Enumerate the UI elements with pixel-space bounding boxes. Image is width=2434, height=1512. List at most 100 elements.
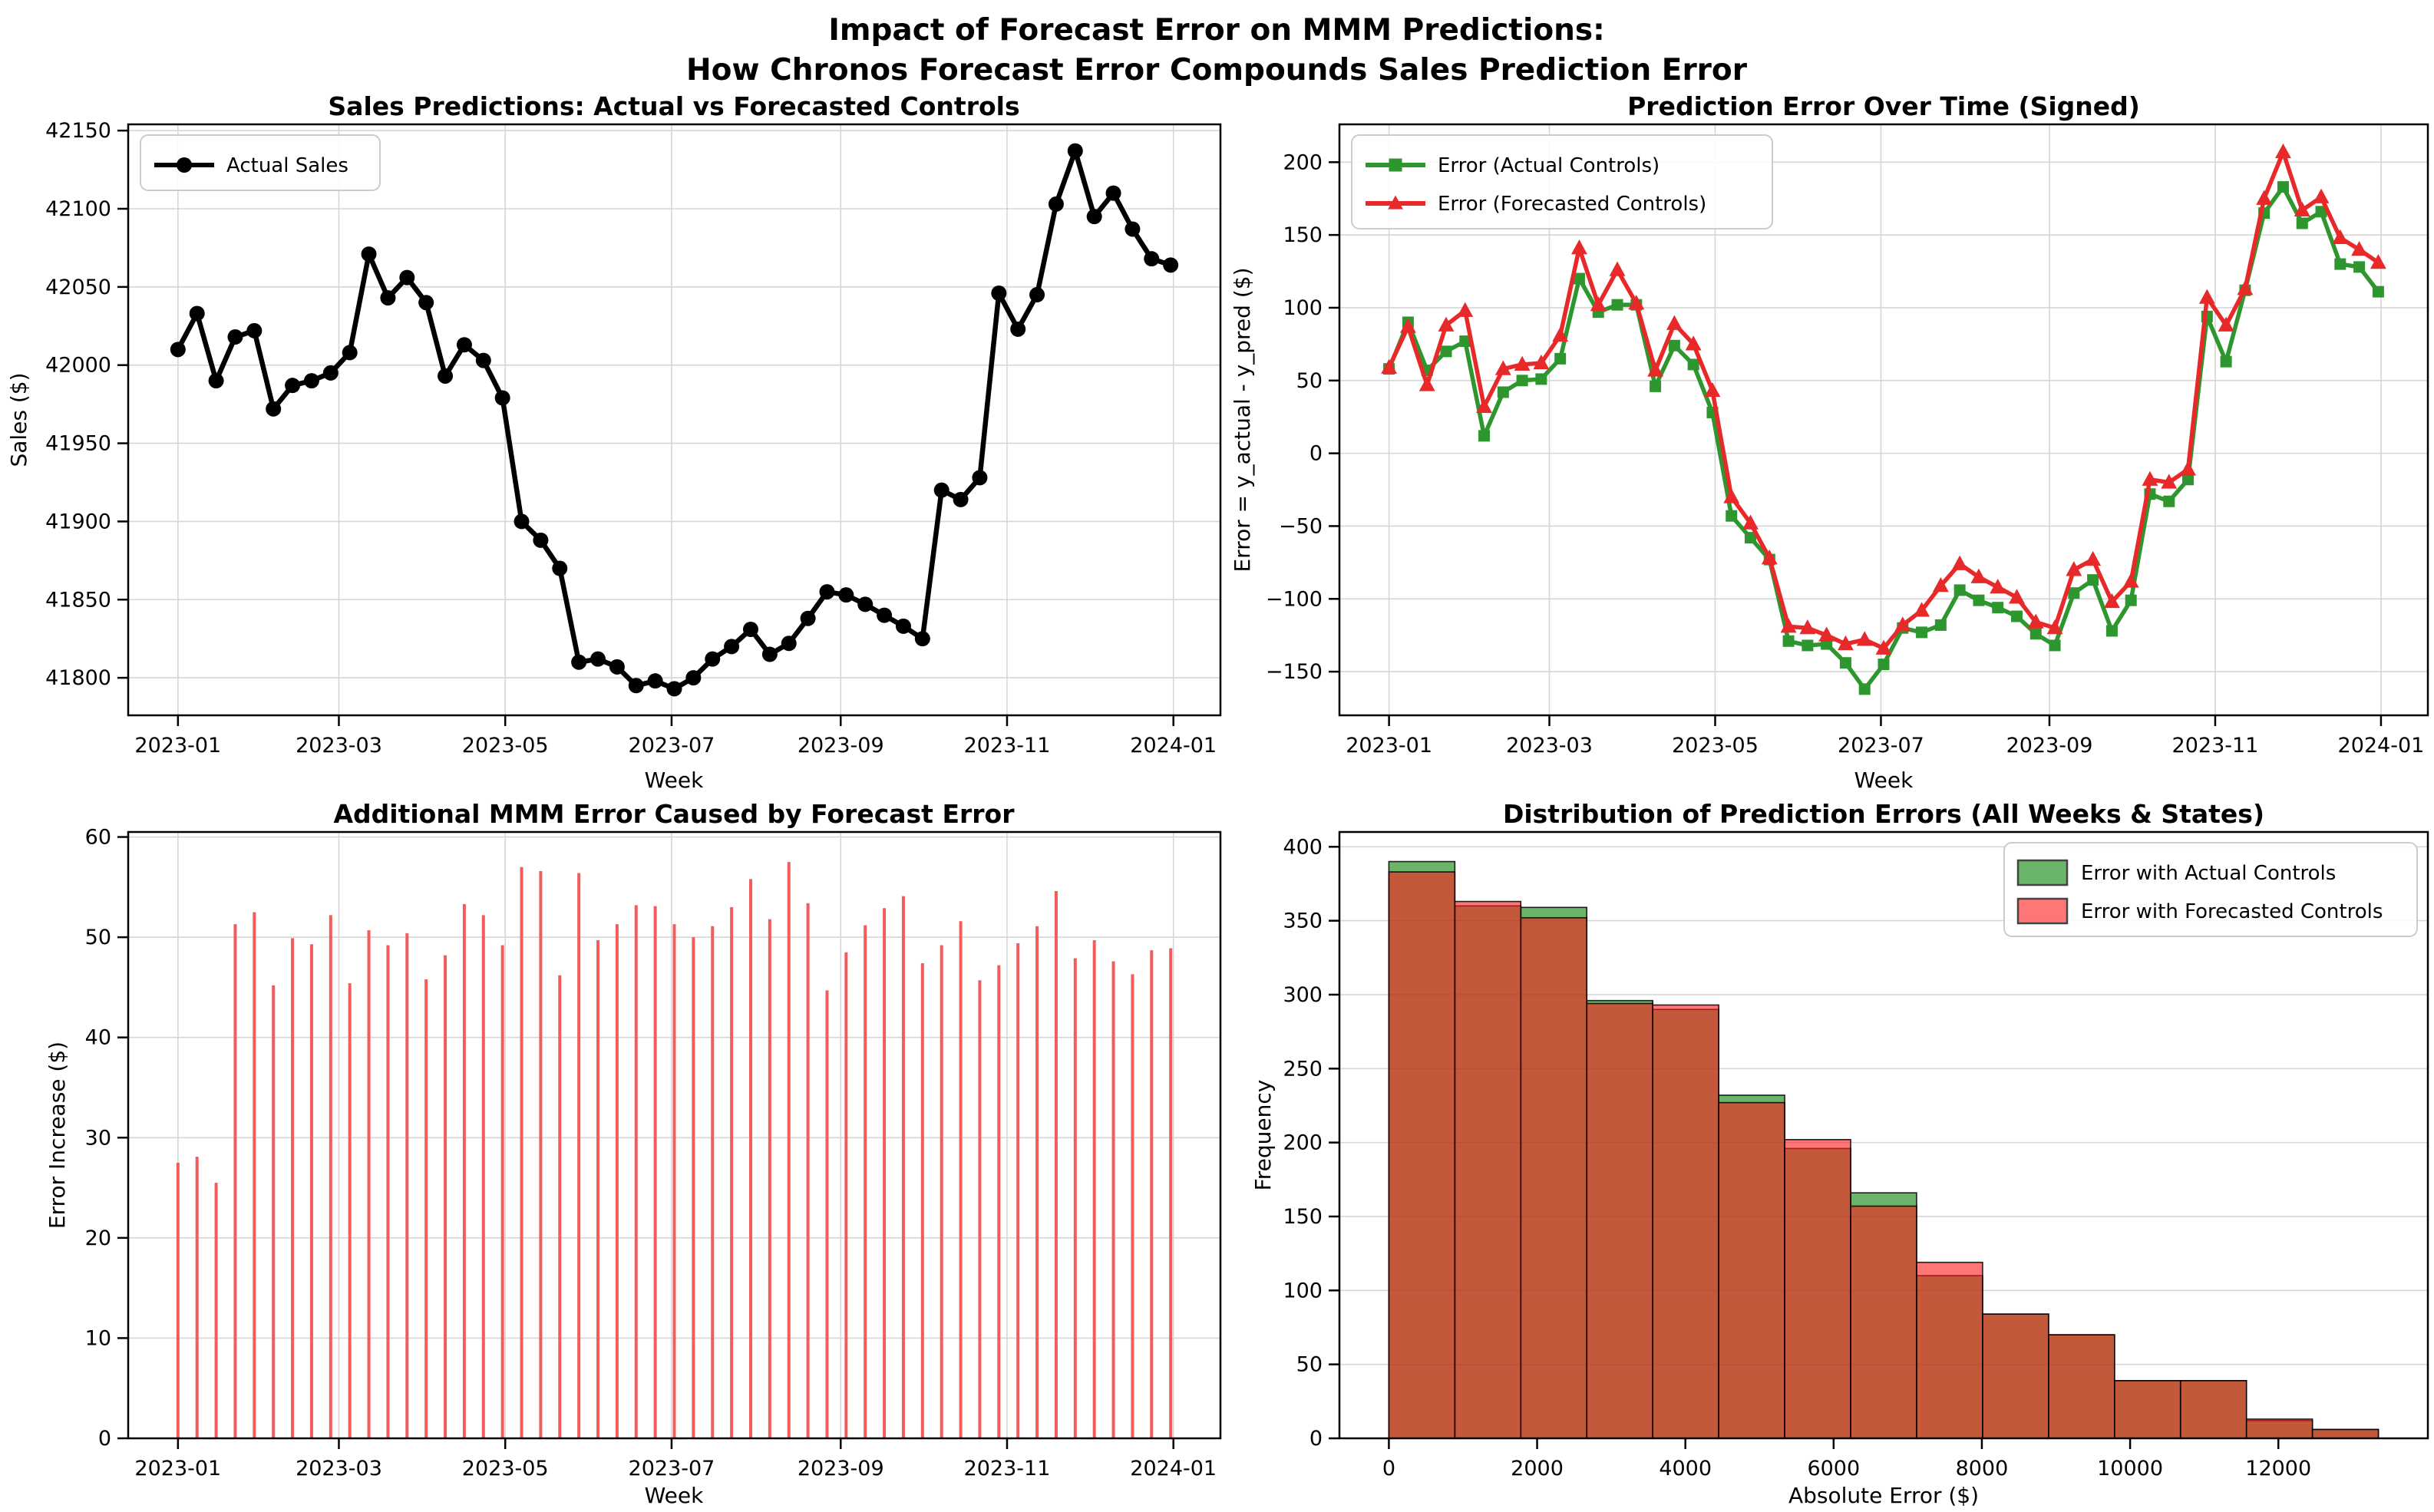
legend-box [1351, 134, 1773, 229]
circle-marker [933, 482, 949, 498]
axes-frame [127, 123, 1222, 717]
square-marker [1611, 299, 1623, 311]
square-marker [1440, 345, 1452, 358]
triangle-marker [1571, 239, 1587, 255]
triangle-marker [1761, 550, 1778, 565]
circle-marker [246, 322, 263, 338]
hist-bar [1652, 1004, 1719, 1439]
square-marker [1687, 358, 1699, 371]
ylabel-additional-error: Error Increase ($) [45, 1042, 70, 1229]
square-marker [2220, 355, 2232, 368]
y-tick-label: −100 [1266, 587, 1323, 611]
y-tick-label: 0 [1309, 1427, 1323, 1451]
x-tick-label: 2023-07 [629, 1457, 715, 1481]
triangle-marker [1742, 514, 1759, 530]
circle-marker [800, 610, 816, 626]
axes-frame [1338, 830, 2429, 1440]
y-tick-label: 40 [85, 1026, 111, 1050]
y-tick-label: 200 [1283, 150, 1323, 174]
square-marker [1953, 584, 1966, 596]
square-marker [2353, 261, 2366, 273]
series-error-forecasted-controls- [1381, 143, 2386, 655]
x-tick-label: 0 [1382, 1457, 1395, 1481]
y-tick-label: −50 [1279, 514, 1323, 538]
circle-marker [456, 337, 472, 353]
xlabel-additional-error: Week [645, 1483, 704, 1508]
circle-marker [838, 587, 854, 603]
triangle-marker [1837, 635, 1854, 651]
square-marker [2372, 286, 2384, 298]
y-tick-label: 42100 [45, 197, 111, 221]
triangle-marker [1875, 639, 1892, 655]
circle-marker [266, 401, 282, 417]
triangle-marker [2180, 461, 2196, 476]
circle-marker [1029, 287, 1045, 303]
circle-marker [724, 639, 740, 655]
legend-box [140, 134, 381, 191]
square-marker [2334, 258, 2346, 270]
triangle-marker [1914, 602, 1930, 617]
hist-bar [1718, 1101, 1785, 1439]
y-tick-label: 350 [1283, 910, 1323, 933]
y-tick-label: −150 [1266, 660, 1323, 684]
circle-marker [1125, 221, 1141, 237]
ylabel-error-time: Error = y_actual - y_pred ($) [1230, 267, 1255, 572]
triangle-marker [1609, 261, 1626, 276]
y-tick-label: 50 [1296, 369, 1323, 393]
x-tick-label: 4000 [1659, 1457, 1712, 1481]
legend-sample-marker [1388, 195, 1403, 210]
hist-bar [2311, 1428, 2380, 1439]
square-marker [2315, 206, 2327, 218]
x-tick-label: 2024-01 [1130, 1457, 1217, 1481]
chart-title-additional-error: Additional MMM Error Caused by Forecast … [334, 799, 1016, 829]
square-marker [2296, 217, 2308, 229]
x-tick-label: 2023-09 [2006, 734, 2093, 758]
hist-bar [1916, 1261, 1983, 1439]
circle-marker [1144, 251, 1160, 267]
triangle-marker [1514, 355, 1531, 371]
triangle-marker [1590, 296, 1607, 312]
legend-label: Error with Actual Controls [2081, 862, 2336, 885]
y-tick-label: 100 [1283, 1279, 1323, 1302]
circle-marker [685, 670, 702, 686]
circle-marker [590, 651, 606, 667]
triangle-marker [1818, 626, 1835, 642]
legend-label: Actual Sales [226, 154, 348, 177]
triangle-marker [1381, 358, 1398, 374]
series-error-actual-controls- [1383, 181, 2384, 695]
circle-marker [914, 631, 930, 647]
square-marker [1934, 619, 1947, 631]
circle-marker [819, 584, 835, 600]
x-tick-label: 2023-11 [964, 1457, 1051, 1481]
square-marker [1973, 594, 1985, 606]
triangle-marker [2275, 143, 2291, 159]
x-tick-label: 2023-07 [1838, 734, 1924, 758]
axes-frame [127, 830, 1222, 1440]
legend-sample-patch [2016, 859, 2069, 886]
x-tick-label: 2023-01 [1346, 734, 1432, 758]
circle-marker [438, 368, 454, 384]
square-marker [1745, 532, 1757, 544]
square-marker [1726, 510, 1738, 522]
square-marker [1497, 386, 1509, 398]
hist-bar [2245, 1418, 2313, 1439]
chart-additional-mmm-error: 2023-01 2023-03 2023-05 2023-07 2023-09 2023-… [85, 826, 1222, 1481]
triangle-marker [1438, 316, 1455, 332]
hist-error-with-forecasted-controls [1388, 871, 2380, 1439]
x-tick-label: 2000 [1511, 1457, 1564, 1481]
circle-marker [1048, 196, 1064, 212]
triangle-marker [1457, 302, 1474, 317]
y-tick-label: 200 [1283, 1131, 1323, 1155]
circle-marker [533, 532, 549, 548]
triangle-marker [2332, 229, 2349, 245]
legend-sample-marker [177, 157, 192, 173]
triangle-marker [1685, 335, 1702, 351]
series-markers [170, 143, 1179, 697]
triangle-marker [1856, 631, 1873, 646]
y-tick-label: 20 [85, 1226, 111, 1250]
hist-bar [1586, 1002, 1653, 1439]
x-tick-label: 2023-03 [1506, 734, 1593, 758]
y-tick-label: 0 [98, 1427, 111, 1451]
x-tick-label: 2023-03 [296, 1457, 382, 1481]
circle-marker [953, 491, 969, 507]
